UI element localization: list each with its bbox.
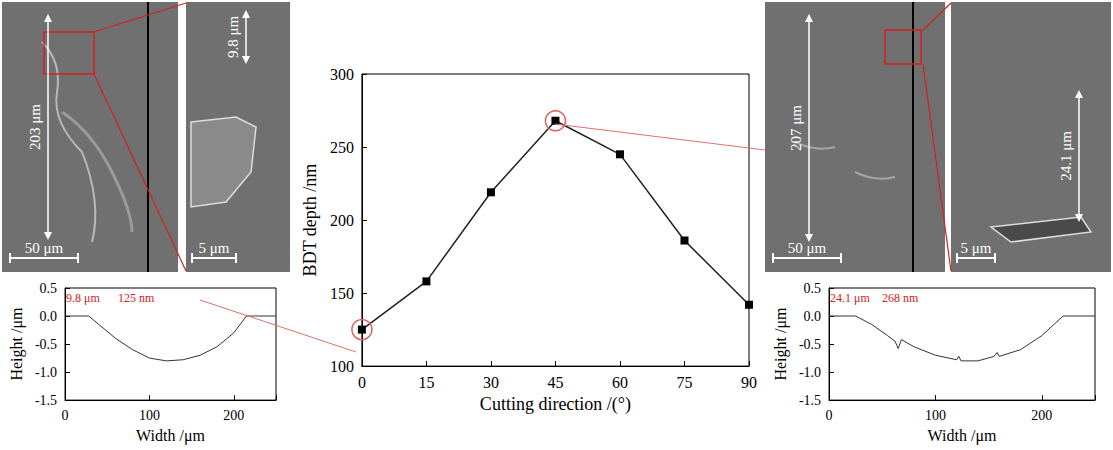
svg-text:24.1 μm: 24.1 μm — [1058, 131, 1074, 181]
svg-text:-0.5: -0.5 — [35, 337, 57, 352]
svg-text:0.5: 0.5 — [40, 281, 58, 296]
svg-text:-1.5: -1.5 — [35, 393, 57, 408]
svg-text:9.8 μm: 9.8 μm — [225, 16, 241, 59]
svg-text:Height /μm: Height /μm — [772, 307, 790, 381]
svg-text:100: 100 — [330, 358, 354, 375]
svg-text:Height /μm: Height /μm — [8, 307, 26, 381]
svg-text:100: 100 — [139, 408, 160, 423]
svg-text:24.1 μm: 24.1 μm — [830, 291, 870, 305]
svg-text:100: 100 — [925, 408, 946, 423]
svg-text:50 μm: 50 μm — [788, 240, 827, 256]
svg-text:0.0: 0.0 — [40, 309, 58, 324]
svg-text:90: 90 — [741, 374, 757, 391]
svg-text:45: 45 — [547, 374, 563, 391]
svg-text:200: 200 — [330, 212, 354, 229]
svg-text:50 μm: 50 μm — [25, 240, 64, 256]
svg-text:-1.0: -1.0 — [35, 365, 57, 380]
svg-text:5 μm: 5 μm — [961, 240, 992, 256]
svg-text:-1.5: -1.5 — [799, 393, 821, 408]
svg-text:300: 300 — [330, 66, 354, 83]
svg-text:-0.5: -0.5 — [799, 337, 821, 352]
svg-text:75: 75 — [676, 374, 692, 391]
svg-text:Width /μm: Width /μm — [928, 427, 997, 445]
svg-text:268 nm: 268 nm — [882, 291, 919, 305]
svg-text:5 μm: 5 μm — [199, 240, 230, 256]
svg-text:-1.0: -1.0 — [799, 365, 821, 380]
svg-text:0: 0 — [826, 408, 833, 423]
svg-text:0.5: 0.5 — [804, 281, 822, 296]
svg-text:125 nm: 125 nm — [118, 291, 155, 305]
svg-text:203 μm: 203 μm — [27, 104, 43, 150]
svg-text:200: 200 — [1031, 408, 1052, 423]
svg-text:200: 200 — [223, 408, 244, 423]
svg-text:0.0: 0.0 — [804, 309, 822, 324]
svg-text:0: 0 — [62, 408, 69, 423]
svg-text:BDT depth /nm: BDT depth /nm — [300, 164, 320, 277]
svg-text:60: 60 — [612, 374, 628, 391]
svg-text:9.8 μm: 9.8 μm — [66, 291, 100, 305]
svg-text:15: 15 — [418, 374, 434, 391]
svg-text:Cutting direction /(°): Cutting direction /(°) — [480, 394, 631, 415]
svg-text:207 μm: 207 μm — [788, 105, 804, 151]
svg-text:250: 250 — [330, 139, 354, 156]
svg-text:150: 150 — [330, 285, 354, 302]
svg-text:30: 30 — [483, 374, 499, 391]
svg-text:Width /μm: Width /μm — [136, 427, 205, 445]
svg-text:0: 0 — [358, 374, 366, 391]
